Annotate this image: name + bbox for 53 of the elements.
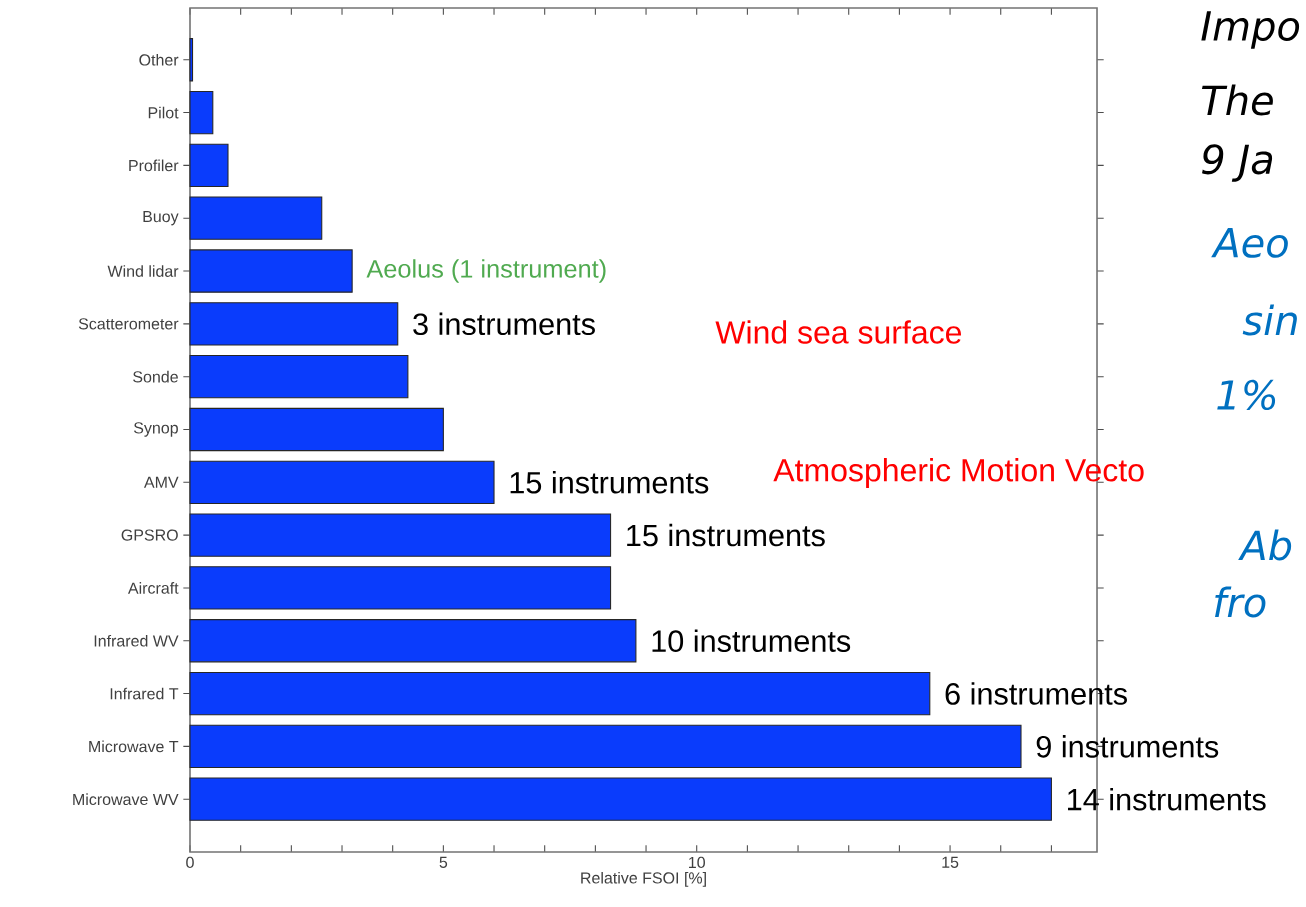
bar	[189, 619, 637, 663]
text: sin	[1242, 304, 1297, 336]
text: 9 Ja	[1202, 144, 1273, 182]
annotation: 15 instruments	[510, 471, 709, 494]
y-tick-label: GPSRO	[121, 529, 178, 541]
bar	[189, 777, 1052, 821]
text: Ab	[1238, 529, 1292, 561]
text: The	[1202, 84, 1273, 116]
y-tick-label: Profiler	[129, 159, 179, 172]
y-tick-label: Infrared WV	[94, 634, 179, 647]
x-tick-label: 5	[439, 856, 448, 868]
bar	[189, 196, 323, 240]
y-tick-label: Wind lidar	[107, 265, 179, 277]
y-tick-label: Aircraft	[127, 582, 179, 594]
text: Impo	[1201, 11, 1300, 49]
bar	[189, 38, 194, 82]
y-tick-label: Microwave WV	[73, 793, 179, 806]
annotation: Atmospheric Motion Vecto	[773, 458, 1144, 488]
annotation: 15 instruments	[627, 523, 825, 547]
bar	[189, 355, 409, 399]
bar	[189, 90, 214, 135]
annotation: 3 instruments	[413, 312, 595, 336]
annotation: 6 instruments	[945, 682, 1127, 705]
bar	[189, 724, 1022, 769]
bar	[189, 566, 612, 610]
text: fro	[1215, 586, 1266, 618]
y-tick-label: Scatterometer	[78, 318, 179, 330]
annotation: 14 instruments	[1068, 787, 1266, 811]
x-tick-label: 10	[689, 856, 705, 869]
text: Aeo	[1211, 228, 1288, 258]
x-axis-title: Relative FSOI [%]	[581, 871, 706, 887]
y-tick-label: Pilot	[148, 106, 179, 119]
y-tick-label: Infrared T	[110, 687, 179, 700]
bar	[189, 249, 353, 293]
bar	[189, 513, 612, 557]
text: 1%	[1217, 379, 1276, 411]
y-tick-label: AMV	[143, 476, 179, 488]
annotation: 10 instruments	[652, 629, 851, 652]
x-tick-label: 15	[942, 856, 959, 868]
bar	[189, 671, 931, 716]
y-tick-label: Sonde	[133, 370, 178, 383]
bar	[189, 407, 444, 452]
x-tick-label: 0	[186, 856, 194, 869]
annotation: Aeolus (1 instrument)	[366, 259, 606, 283]
bar	[189, 302, 399, 346]
y-tick-label: Other	[139, 53, 179, 66]
annotation: 9 instruments	[1036, 735, 1219, 758]
annotation: Wind sea surface	[715, 320, 962, 344]
bar	[189, 460, 495, 504]
bar	[189, 143, 229, 188]
y-tick-label: Buoy	[143, 211, 179, 226]
y-tick-label: Microwave T	[89, 740, 179, 753]
y-tick-label: Synop	[133, 422, 178, 437]
